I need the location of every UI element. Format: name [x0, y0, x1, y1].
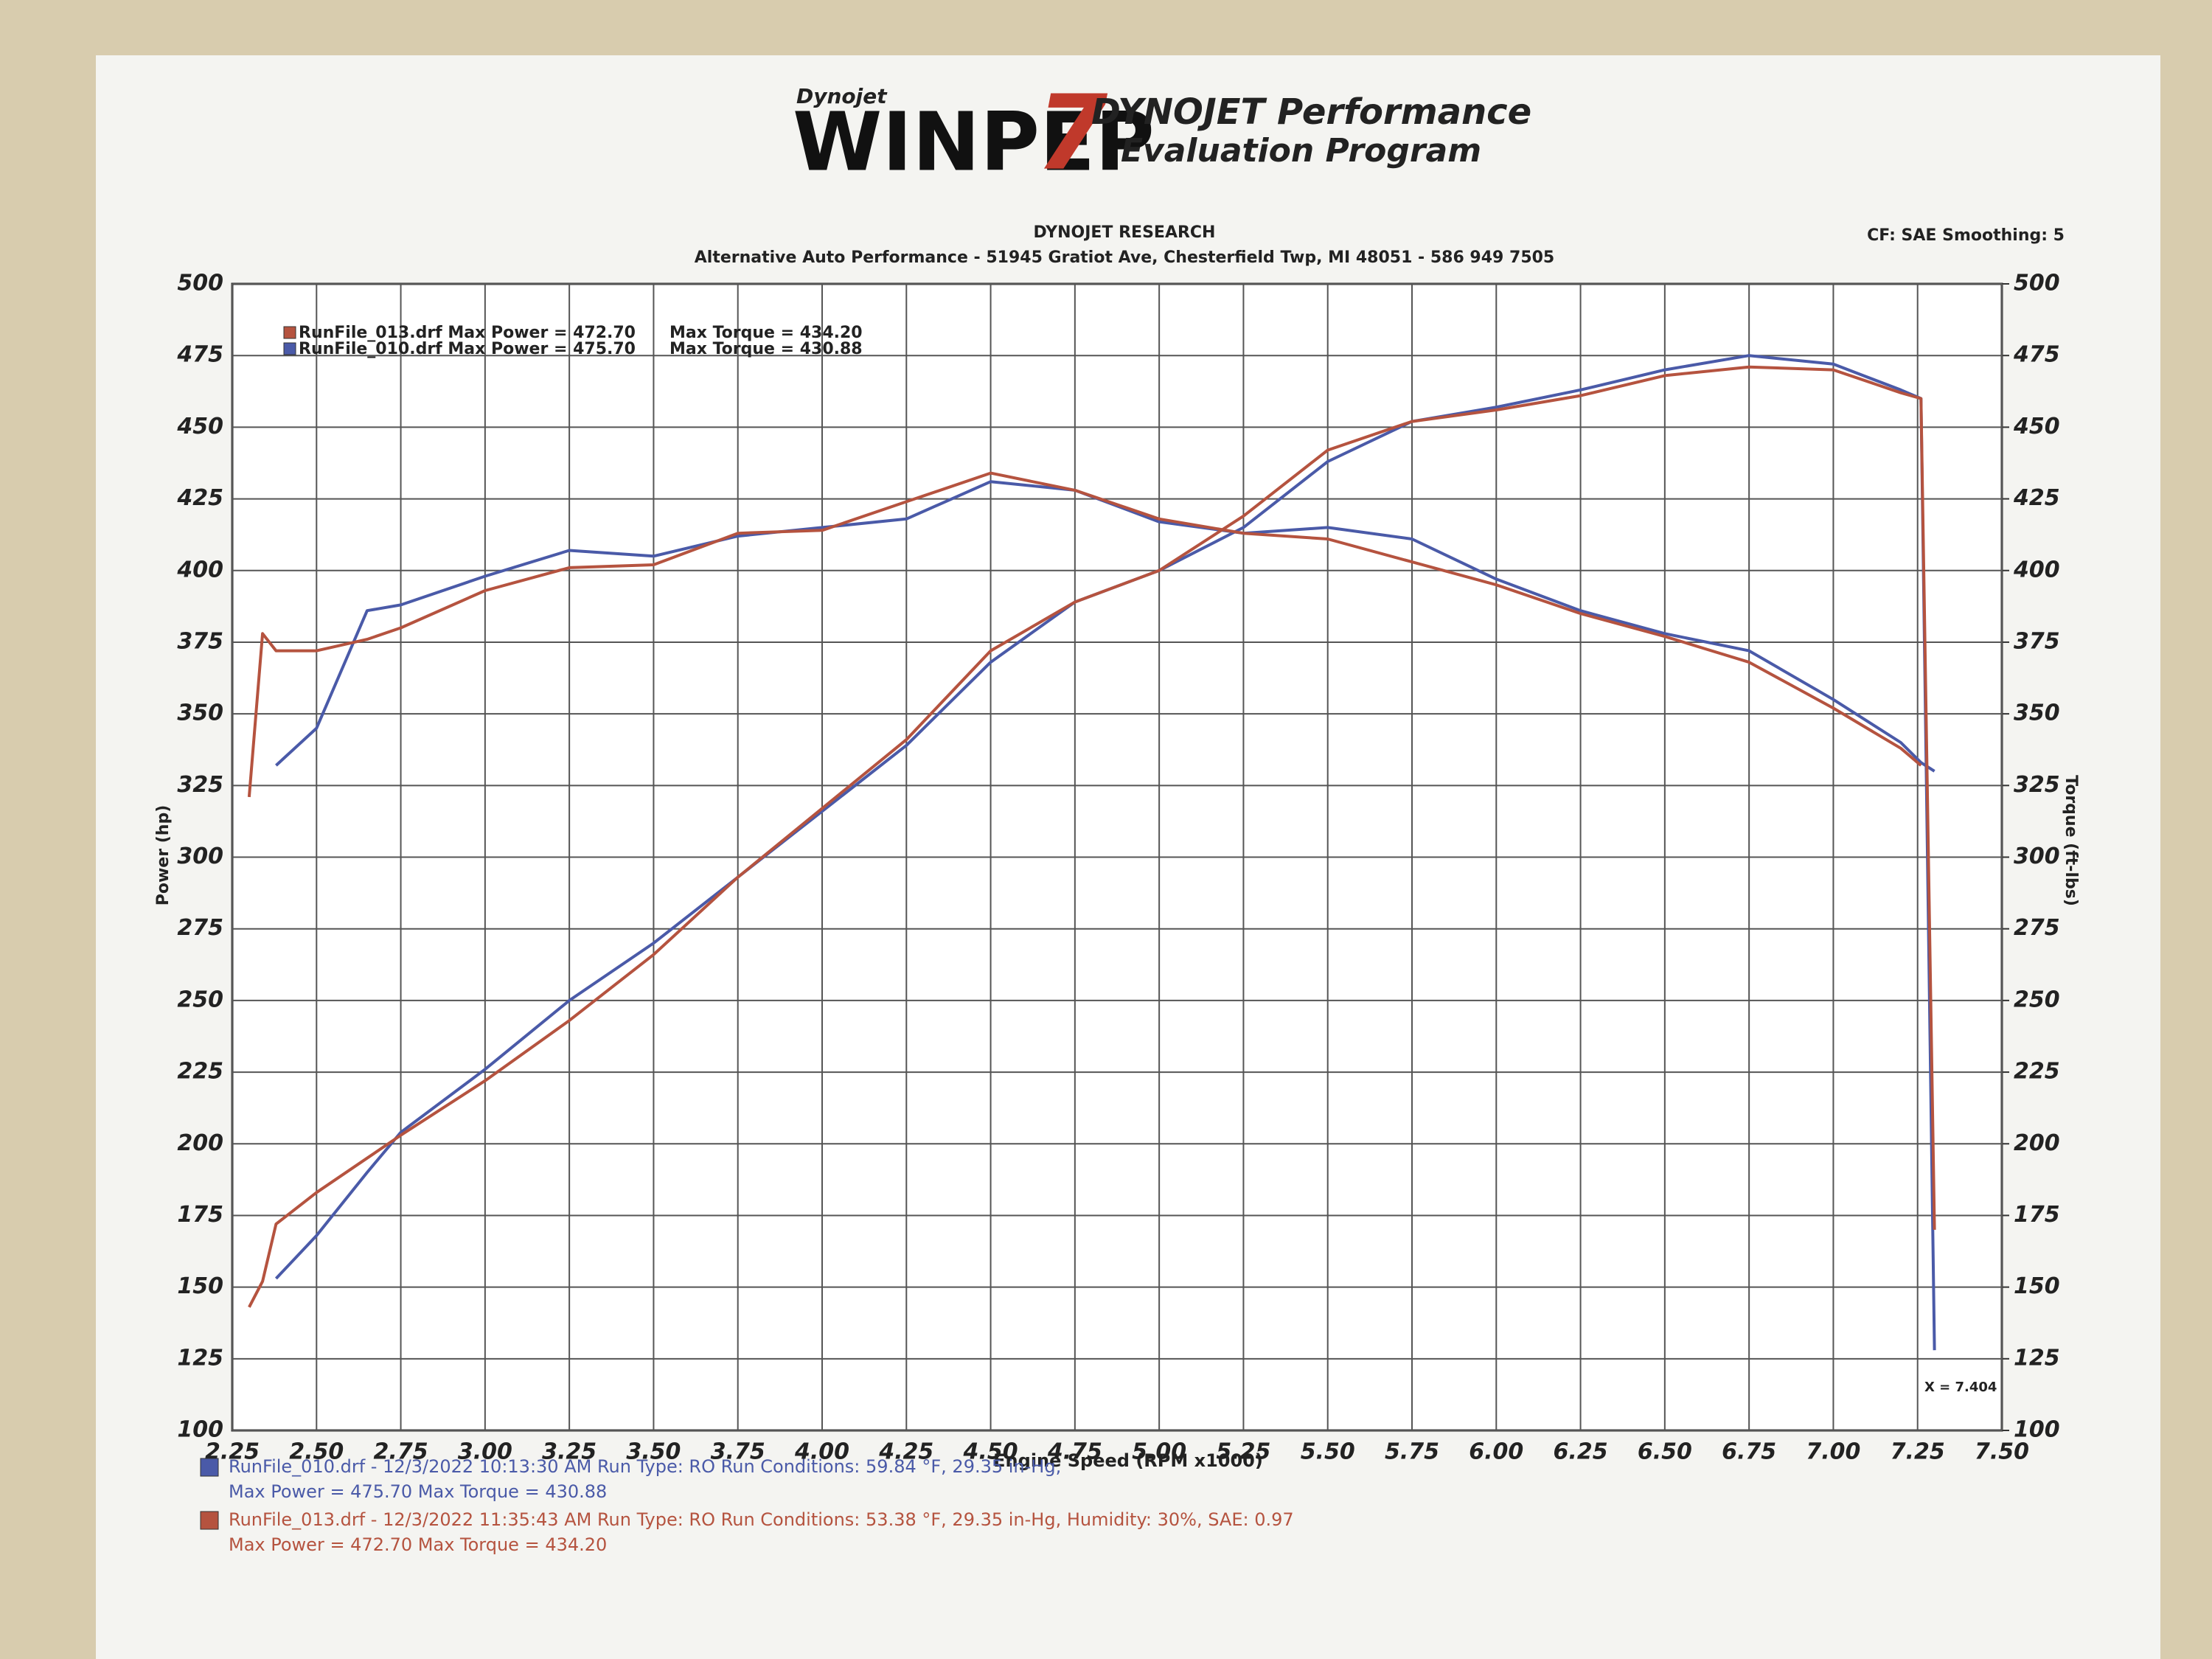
x-tick-label: 7.50: [1975, 1439, 2029, 1465]
x-tick-label: 5.75: [1385, 1439, 1439, 1465]
legend-swatch: [283, 342, 296, 355]
legend-torque: Max Torque = 430.88: [669, 340, 863, 358]
x-tick-label: 2.75: [374, 1439, 428, 1465]
logo: WINPEP: [793, 94, 1155, 189]
brand-small: Dynojet: [796, 84, 888, 108]
series-line: [248, 365, 1936, 1308]
x-tick-label: 4.25: [878, 1439, 933, 1465]
chart-subtitle: Alternative Auto Performance - 51945 Gra…: [695, 248, 1555, 267]
footer-swatch: [200, 1458, 219, 1477]
y2-tick-label: 100: [2014, 1417, 2060, 1443]
x-tick-label: 6.50: [1638, 1439, 1692, 1465]
y2-tick-label: 325: [2014, 772, 2060, 798]
footer-line: RunFile_010.drf - 12/3/2022 10:13:30 AM …: [229, 1456, 1061, 1477]
y-tick-label: 375: [177, 628, 223, 654]
y-axis-label: Power (hp): [154, 805, 173, 906]
y2-tick-label: 375: [2014, 628, 2060, 654]
tagline: DYNOJET Performance: [1091, 91, 1531, 133]
footer-line: Max Power = 475.70 Max Torque = 430.88: [229, 1481, 607, 1502]
footer-line: Max Power = 472.70 Max Torque = 434.20: [229, 1534, 607, 1555]
y-tick-label: 150: [177, 1273, 223, 1299]
x-tick-label: 3.75: [711, 1439, 765, 1465]
y-tick-label: 350: [177, 700, 223, 726]
y-tick-label: 500: [177, 271, 223, 296]
y-tick-label: 250: [177, 987, 223, 1012]
y2-tick-label: 175: [2014, 1202, 2060, 1228]
x-tick-label: 4.75: [1047, 1439, 1102, 1465]
x-tick-label: 7.25: [1891, 1439, 1945, 1465]
legend-entry: RunFile_013.drf Max Power = 472.70: [299, 324, 636, 342]
y-tick-label: 200: [177, 1130, 223, 1156]
series-line: [247, 471, 1922, 798]
y-tick-label: 475: [176, 342, 223, 368]
x-tick-label: 3.50: [626, 1439, 681, 1465]
y-tick-label: 325: [177, 772, 223, 798]
x-tick-label: 5.25: [1216, 1439, 1270, 1465]
y2-tick-label: 500: [2014, 271, 2060, 296]
footer-swatch: [200, 1511, 219, 1530]
x-tick-label: 6.75: [1722, 1439, 1776, 1465]
y-tick-label: 225: [177, 1059, 223, 1085]
legend-torque: Max Torque = 434.20: [669, 324, 863, 342]
y2-tick-label: 225: [2014, 1059, 2060, 1085]
x-tick-label: 6.00: [1469, 1439, 1523, 1465]
y2-axis-label: Torque (ft-lbs): [2062, 775, 2080, 906]
tagline: Evaluation Program: [1121, 132, 1481, 170]
y-tick-label: 425: [176, 485, 223, 511]
logo-number: 7: [1036, 74, 1108, 194]
x-tick-label: 7.00: [1806, 1439, 1860, 1465]
x-tick-label: 6.25: [1554, 1439, 1608, 1465]
y2-tick-label: 425: [2013, 485, 2060, 511]
x-tick-label: 3.00: [458, 1439, 512, 1465]
y2-tick-label: 250: [2014, 987, 2060, 1012]
y-tick-label: 175: [177, 1202, 223, 1228]
y2-tick-label: 200: [2014, 1130, 2060, 1156]
y2-tick-label: 275: [2014, 915, 2060, 941]
y-tick-label: 400: [176, 557, 223, 582]
x-tick-label: 3.25: [542, 1439, 597, 1465]
y2-tick-label: 300: [2014, 844, 2060, 869]
y-tick-label: 450: [176, 414, 223, 439]
annotation: X = 7.404: [1924, 1380, 1997, 1395]
y2-tick-label: 475: [2013, 342, 2060, 368]
x-tick-label: 4.50: [963, 1439, 1018, 1465]
x-tick-label: 5.50: [1301, 1439, 1355, 1465]
settings-text: CF: SAE Smoothing: 5: [1867, 226, 2065, 245]
chart-title: DYNOJET RESEARCH: [1034, 223, 1216, 242]
y-tick-label: 125: [177, 1345, 223, 1371]
y2-tick-label: 450: [2013, 414, 2060, 439]
legend-swatch: [283, 326, 296, 339]
x-tick-label: 5.00: [1132, 1439, 1186, 1465]
y2-tick-label: 350: [2014, 700, 2060, 726]
footer-line: RunFile_013.drf - 12/3/2022 11:35:43 AM …: [229, 1509, 1294, 1530]
x-tick-label: 2.50: [289, 1439, 344, 1465]
y2-tick-label: 150: [2014, 1273, 2060, 1299]
y-tick-label: 275: [177, 915, 223, 941]
legend-entry: RunFile_010.drf Max Power = 475.70: [299, 340, 636, 358]
y2-tick-label: 125: [2014, 1345, 2060, 1371]
y-tick-label: 100: [177, 1417, 223, 1443]
x-tick-label: 4.00: [794, 1439, 849, 1465]
y-tick-label: 300: [177, 844, 223, 869]
x-axis-label: Engine Speed (RPM x1000): [993, 1450, 1263, 1471]
y2-tick-label: 400: [2013, 557, 2060, 582]
